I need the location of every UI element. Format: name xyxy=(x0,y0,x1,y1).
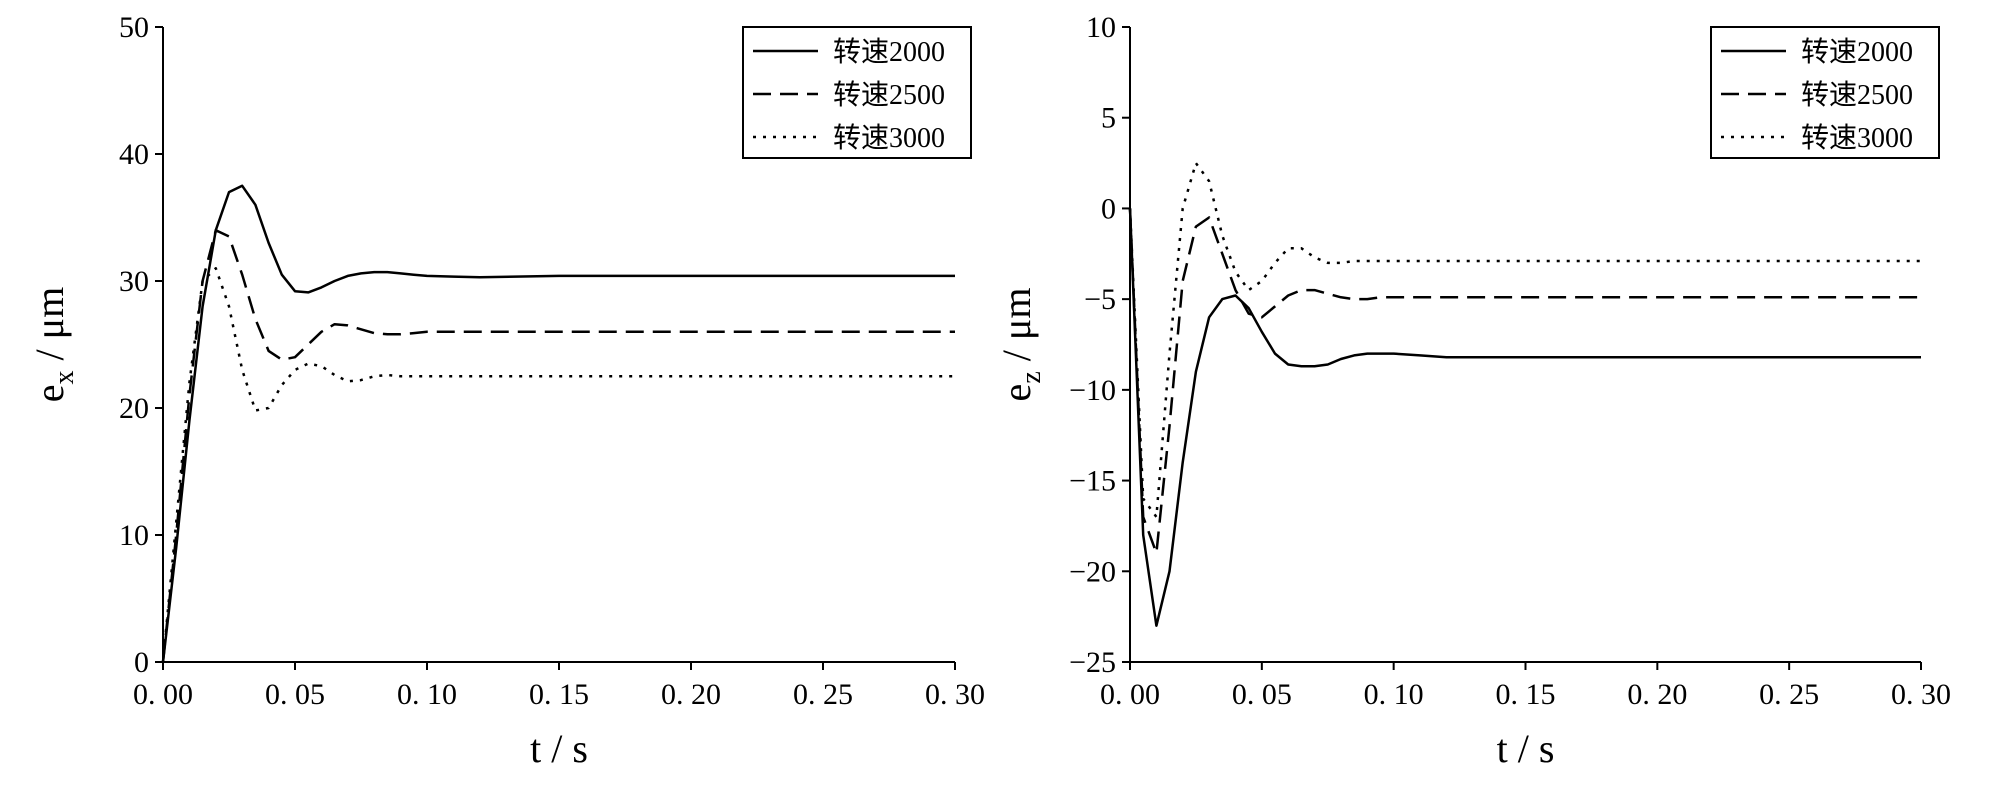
x-tick-label: 0. 15 xyxy=(529,678,589,711)
x-axis-label: t / s xyxy=(1497,726,1555,771)
series-line-1 xyxy=(1128,208,1921,627)
x-tick-label: 0. 05 xyxy=(1232,678,1292,711)
x-axis-label: t / s xyxy=(530,726,588,771)
legend-label: 转速3000 xyxy=(1801,122,1913,154)
series-line-3 xyxy=(161,267,955,663)
x-tick-label: 0. 20 xyxy=(661,678,721,711)
x-tick-label: 0. 00 xyxy=(133,678,193,711)
y-tick-label: −25 xyxy=(1069,646,1116,679)
y-tick-label: −20 xyxy=(1069,555,1116,588)
series-line-2 xyxy=(161,228,955,663)
legend-label: 转速3000 xyxy=(833,122,945,154)
x-tick-label: 0. 10 xyxy=(397,678,457,711)
y-axis-label: ez / μm xyxy=(994,288,1047,402)
series-line-1 xyxy=(161,184,955,663)
x-tick-label: 0. 25 xyxy=(1759,678,1819,711)
x-tick-label: 0. 10 xyxy=(1364,678,1424,711)
y-tick-label: 0 xyxy=(134,646,149,679)
y-tick-label: 30 xyxy=(119,265,149,298)
x-tick-label: 0. 20 xyxy=(1627,678,1687,711)
x-tick-label: 0. 00 xyxy=(1100,678,1160,711)
y-tick-label: 5 xyxy=(1101,102,1116,135)
legend-box xyxy=(1710,26,1940,159)
y-tick-label: −5 xyxy=(1084,283,1116,316)
legend-label: 转速2000 xyxy=(833,36,945,68)
x-tick-label: 0. 30 xyxy=(1891,678,1951,711)
y-tick-label: 10 xyxy=(1086,11,1116,44)
x-tick-label: 0. 15 xyxy=(1496,678,1556,711)
x-tick-label: 0. 25 xyxy=(793,678,853,711)
legend-box xyxy=(742,26,972,159)
x-tick-label: 0. 30 xyxy=(925,678,985,711)
legend-label: 转速2500 xyxy=(833,79,945,111)
y-tick-label: −10 xyxy=(1069,374,1116,407)
legend: 转速2000 转速2500 转速3000 xyxy=(742,26,972,159)
chart-panel-2: 0. 00 0. 05 0. 10 0. 15 0. 20 0. 25 0. 30 −25 −2… xyxy=(994,11,1951,771)
legend: 转速2000 转速2500 转速3000 xyxy=(1710,26,1940,159)
y-tick-label: 20 xyxy=(119,392,149,425)
chart-panel-1: 0. 00 0. 05 0. 10 0. 15 0. 20 0. 25 0. 30 0 10 20… xyxy=(27,11,985,771)
y-tick-label: −15 xyxy=(1069,465,1116,498)
x-tick-label: 0. 05 xyxy=(265,678,325,711)
y-tick-label: 40 xyxy=(119,138,149,171)
y-tick-label: 0 xyxy=(1101,192,1116,225)
y-tick-label: 10 xyxy=(119,519,149,552)
y-tick-label: 50 xyxy=(119,11,149,44)
series-line-2 xyxy=(1128,208,1921,555)
legend-label: 转速2500 xyxy=(1801,79,1913,111)
y-axis-label: ex / μm xyxy=(27,287,80,402)
legend-label: 转速2000 xyxy=(1801,36,1913,68)
series-line-3 xyxy=(1128,161,1921,519)
